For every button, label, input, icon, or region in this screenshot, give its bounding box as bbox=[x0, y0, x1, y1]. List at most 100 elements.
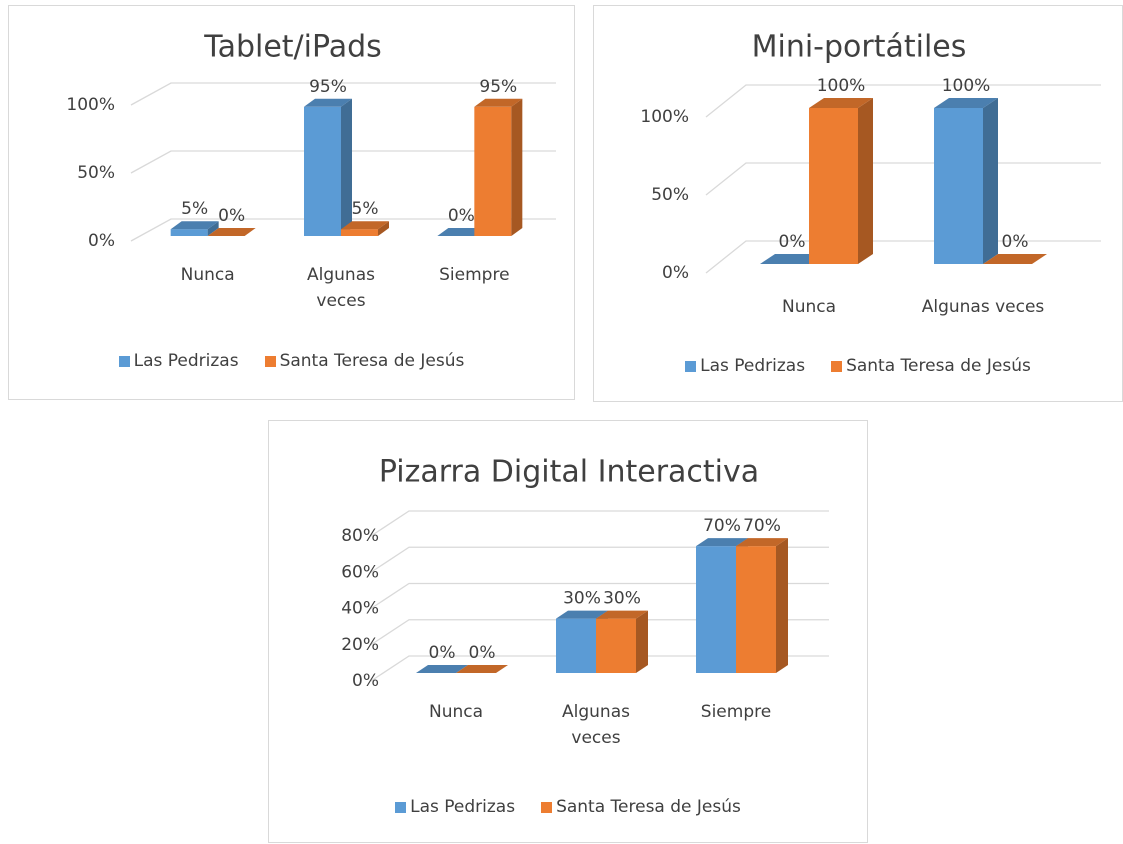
legend-item: Las Pedrizas bbox=[685, 356, 805, 376]
data-label: 5% bbox=[181, 199, 208, 219]
bar-top bbox=[416, 665, 468, 673]
x-tick-label: Siempre bbox=[700, 702, 772, 722]
legend-label: Las Pedrizas bbox=[700, 356, 806, 376]
bar-top bbox=[341, 221, 389, 230]
grid-line bbox=[370, 619, 829, 646]
bar-front bbox=[696, 546, 736, 673]
bar-front bbox=[170, 229, 208, 236]
data-label: 5% bbox=[352, 199, 379, 219]
y-tick-label: 50% bbox=[77, 163, 115, 183]
chart: Pizarra Digital Interactiva 0% 20% 40% 60% 80… bbox=[341, 455, 829, 691]
legend-item: Santa Teresa de Jesús bbox=[541, 797, 741, 817]
legend-label: Santa Teresa de Jesús bbox=[556, 797, 741, 817]
bar-front bbox=[474, 106, 512, 236]
bar-front bbox=[736, 546, 776, 673]
data-label: 0% bbox=[218, 206, 245, 226]
bar-top bbox=[170, 221, 219, 230]
legend-swatch bbox=[118, 355, 130, 367]
data-label: 30% bbox=[563, 589, 601, 609]
y-tick-label: 50% bbox=[651, 185, 689, 205]
bar-side bbox=[636, 610, 648, 673]
data-label: 0% bbox=[779, 232, 806, 252]
data-label: 0% bbox=[429, 643, 456, 663]
legend-swatch bbox=[685, 360, 697, 372]
legend: Las Pedrizas Santa Teresa de Jesús bbox=[9, 351, 574, 371]
grid-line bbox=[130, 218, 556, 242]
bar-top bbox=[304, 98, 352, 107]
legend-item: Las Pedrizas bbox=[118, 351, 239, 371]
data-label: 0% bbox=[469, 643, 496, 663]
legend-swatch bbox=[541, 801, 553, 813]
y-tick-label: 100% bbox=[66, 95, 115, 115]
y-tick-label: 0% bbox=[662, 263, 689, 283]
bar-top bbox=[934, 98, 998, 108]
bar-side bbox=[378, 221, 389, 236]
chart-panel: Pizarra Digital Interactiva 0% 20% 40% 60% 80… bbox=[268, 420, 868, 843]
data-label: 95% bbox=[309, 77, 347, 97]
legend: Las Pedrizas Santa Teresa de Jesús bbox=[269, 797, 867, 817]
chart-panel: Mini-portátiles 0% 50% 100% 0% 100% 100% 0% Nunc… bbox=[593, 5, 1123, 402]
bar-side bbox=[207, 221, 219, 236]
bar-top bbox=[696, 538, 748, 547]
bar-top bbox=[736, 538, 788, 547]
bar-front bbox=[341, 229, 378, 236]
y-tick-label: 100% bbox=[640, 107, 689, 127]
x-tick-label: Algunas veces bbox=[307, 265, 375, 311]
bar-front bbox=[809, 108, 858, 264]
x-tick-label: Nunca bbox=[428, 702, 484, 722]
bar-front bbox=[556, 618, 596, 673]
data-label: 0% bbox=[448, 206, 475, 226]
bar-top bbox=[983, 254, 1047, 264]
data-label: 100% bbox=[817, 76, 866, 96]
y-tick-label: 60% bbox=[341, 562, 379, 582]
bar-side bbox=[511, 98, 523, 236]
grid-line bbox=[705, 162, 1101, 196]
chart-title: Tablet/iPads bbox=[203, 30, 382, 65]
bar-front bbox=[304, 106, 341, 236]
chart: Mini-portátiles 0% 50% 100% 0% 100% 100% 0% bbox=[640, 30, 1101, 283]
bar-top bbox=[456, 665, 508, 673]
chart-title: Mini-portátiles bbox=[752, 30, 967, 65]
x-tick-label: Algunas veces bbox=[562, 702, 630, 748]
data-label: 0% bbox=[1002, 232, 1029, 252]
y-tick-label: 80% bbox=[341, 526, 379, 546]
y-tick-label: 40% bbox=[341, 599, 379, 619]
bar-top bbox=[809, 98, 873, 108]
grid-line bbox=[370, 546, 829, 573]
legend-label: Santa Teresa de Jesús bbox=[846, 356, 1031, 376]
legend-swatch bbox=[395, 801, 407, 813]
legend-label: Santa Teresa de Jesús bbox=[279, 351, 465, 371]
grid-line bbox=[370, 510, 829, 537]
grid-line bbox=[130, 150, 556, 174]
legend-item: Santa Teresa de Jesús bbox=[831, 356, 1031, 376]
grid-line bbox=[705, 84, 1101, 118]
chart-panel: Tablet/iPads 0% 50% 100% 5% 0% 95% 5% 0% 95% Nunca… bbox=[8, 5, 575, 400]
bar-top bbox=[556, 610, 608, 619]
bar-front bbox=[934, 108, 983, 264]
chart-title: Pizarra Digital Interactiva bbox=[379, 455, 759, 490]
legend-item: Las Pedrizas bbox=[395, 797, 515, 817]
legend-label: Las Pedrizas bbox=[410, 797, 516, 817]
bar-top bbox=[474, 98, 523, 107]
bar-top bbox=[437, 228, 486, 236]
chart: Tablet/iPads 0% 50% 100% 5% 0% 95% 5% 0% 95% bbox=[66, 30, 556, 251]
y-tick-label: 0% bbox=[352, 671, 379, 691]
grid-line bbox=[370, 655, 829, 682]
data-label: 70% bbox=[703, 516, 741, 536]
data-label: 30% bbox=[603, 589, 641, 609]
bar-top bbox=[760, 254, 824, 264]
data-label: 95% bbox=[479, 77, 517, 97]
x-tick-label: Siempre bbox=[439, 265, 510, 285]
bar-top bbox=[207, 228, 256, 236]
bar-side bbox=[858, 98, 873, 264]
data-label: 70% bbox=[743, 516, 781, 536]
bar-side bbox=[983, 98, 998, 264]
bar-front bbox=[596, 618, 636, 673]
x-tick-label: Nunca bbox=[180, 265, 235, 285]
legend-label: Las Pedrizas bbox=[133, 351, 239, 371]
bar-top bbox=[596, 610, 648, 619]
legend-swatch bbox=[831, 360, 843, 372]
legend-item: Santa Teresa de Jesús bbox=[264, 351, 465, 371]
bar-side bbox=[341, 98, 352, 236]
